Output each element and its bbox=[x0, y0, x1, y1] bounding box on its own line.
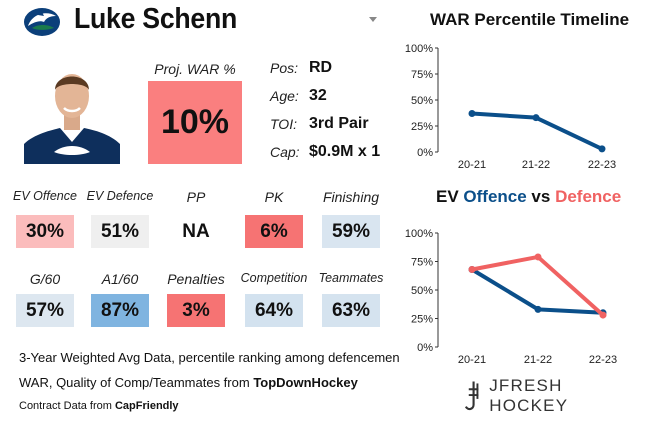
footer-note: 3-Year Weighted Avg Data, percentile ran… bbox=[19, 350, 400, 365]
y-tick-label: 100% bbox=[405, 43, 433, 55]
ev-chart-title: EV Offence vs Defence bbox=[436, 187, 621, 207]
data-point-war bbox=[598, 145, 606, 153]
stat-value-pp: NA bbox=[167, 215, 225, 248]
stat-value-penalties: 3% bbox=[167, 294, 225, 327]
footer-contract-source-name: CapFriendly bbox=[114, 400, 179, 412]
info-value-cap: $0.9M x 1 bbox=[309, 143, 381, 160]
data-point-war bbox=[468, 110, 476, 118]
info-value-age: 32 bbox=[309, 87, 327, 104]
stat-label-ev-defence: EV Defence bbox=[86, 189, 154, 203]
proj-war-value: 10% bbox=[148, 81, 242, 164]
proj-war-label: Proj. WAR % bbox=[154, 61, 236, 77]
x-tick-label: 20-21 bbox=[458, 159, 486, 171]
orca-logo-icon bbox=[24, 8, 60, 36]
info-value-toi: 3rd Pair bbox=[309, 115, 369, 132]
stat-value-pk: 6% bbox=[245, 215, 303, 248]
info-value-pos: RD bbox=[309, 59, 333, 76]
data-point-defence bbox=[599, 311, 607, 319]
x-tick-label: 21-22 bbox=[522, 159, 550, 171]
info-key-cap: Cap: bbox=[270, 144, 300, 160]
stat-value-competition: 64% bbox=[245, 294, 303, 327]
y-tick-label: 100% bbox=[405, 228, 433, 240]
ev-title-prefix: EV bbox=[436, 187, 464, 206]
ev-title-defence: Defence bbox=[555, 187, 622, 206]
stat-label-pk: PK bbox=[264, 189, 284, 205]
footer-war-prefix: WAR, Quality of Comp/Teammates from bbox=[19, 375, 254, 390]
stat-value-teammates: 63% bbox=[322, 294, 380, 327]
x-tick-label: 22-23 bbox=[588, 159, 616, 171]
stat-value-a160: 87% bbox=[91, 294, 149, 327]
chevron-down-icon[interactable] bbox=[369, 17, 377, 22]
y-tick-label: 50% bbox=[411, 95, 433, 107]
data-point-defence bbox=[468, 265, 476, 273]
y-tick-label: 0% bbox=[417, 342, 433, 354]
y-tick-label: 25% bbox=[411, 121, 433, 133]
data-point-war bbox=[532, 114, 540, 122]
info-key-pos: Pos: bbox=[270, 60, 299, 76]
y-tick-label: 25% bbox=[411, 314, 433, 326]
stat-label-ev-offence: EV Offence bbox=[13, 189, 77, 203]
x-tick-label: 22-23 bbox=[589, 354, 617, 366]
x-tick-label: 21-22 bbox=[524, 354, 552, 366]
stat-value-g60: 57% bbox=[16, 294, 74, 327]
y-tick-label: 50% bbox=[411, 285, 433, 297]
data-point-offence bbox=[534, 305, 542, 313]
stat-label-teammates: Teammates bbox=[318, 271, 384, 285]
stat-label-g60: G/60 bbox=[29, 271, 61, 287]
stat-label-penalties: Penalties bbox=[167, 271, 225, 287]
war-chart-title: WAR Percentile Timeline bbox=[430, 10, 630, 29]
stat-label-competition: Competition bbox=[240, 271, 308, 285]
stat-value-ev-defence: 51% bbox=[91, 215, 149, 248]
footer-war-source: WAR, Quality of Comp/Teammates from TopD… bbox=[19, 375, 358, 390]
stat-label-a160: A1/60 bbox=[101, 271, 139, 287]
player-headshot bbox=[24, 60, 120, 164]
stat-value-finishing: 59% bbox=[322, 215, 380, 248]
stat-label-finishing: Finishing bbox=[322, 189, 380, 205]
jfresh-logo-icon bbox=[464, 381, 479, 411]
footer-contract-source: Contract Data from CapFriendly bbox=[19, 400, 179, 412]
ev-offence-defence-chart: 100% 75% 50% 25% 0% 20-21 21-22 22-23 bbox=[405, 228, 617, 366]
x-tick-label: 20-21 bbox=[458, 354, 486, 366]
info-key-age: Age: bbox=[270, 88, 299, 104]
stat-value-ev-offence: 30% bbox=[16, 215, 74, 248]
brand-name: JFRESH HOCKEY bbox=[489, 376, 569, 415]
ev-title-vs: vs bbox=[526, 187, 556, 206]
stat-label-pp: PP bbox=[186, 189, 206, 205]
war-timeline-chart: 100% 75% 50% 25% 0% 20-21 21-22 22-23 bbox=[405, 43, 616, 171]
y-tick-label: 0% bbox=[417, 147, 433, 159]
info-key-toi: TOI: bbox=[270, 116, 297, 132]
footer-contract-prefix: Contract Data from bbox=[19, 400, 115, 412]
footer-war-source-name: TopDownHockey bbox=[253, 375, 358, 390]
data-point-defence bbox=[534, 253, 542, 261]
ev-title-offence: Offence bbox=[463, 187, 527, 206]
brand-logo: JFRESH HOCKEY bbox=[462, 376, 642, 415]
y-tick-label: 75% bbox=[411, 257, 433, 269]
player-name: Luke Schenn bbox=[74, 3, 238, 35]
y-tick-label: 75% bbox=[411, 69, 433, 81]
